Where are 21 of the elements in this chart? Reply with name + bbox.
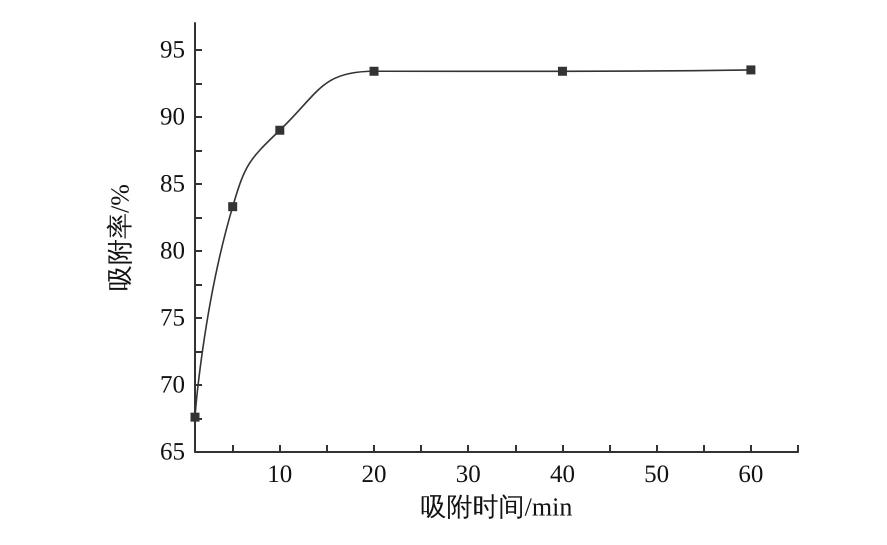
x-tick-label: 50	[644, 461, 670, 488]
point	[746, 65, 756, 74]
point	[275, 126, 284, 135]
y-tick-label: 90	[160, 103, 185, 130]
x-tick-label: 40	[550, 461, 575, 488]
x-axis-title: 吸附时间/min	[420, 492, 572, 522]
y-tick-label: 80	[160, 237, 185, 264]
point	[558, 66, 567, 76]
y-tick-label: 85	[160, 170, 185, 198]
y-tick-label: 70	[160, 371, 185, 398]
x-tick-label: 10	[267, 461, 292, 488]
x-tick-label: 20	[362, 461, 387, 488]
point	[370, 66, 379, 76]
point	[190, 412, 200, 422]
point	[228, 202, 238, 212]
y-axis-title: 吸附率/%	[106, 184, 134, 291]
y-tick-label: 65	[160, 438, 185, 466]
x-tick-label: 30	[456, 461, 481, 488]
y-tick-label: 75	[160, 304, 185, 332]
y-tick-label: 95	[160, 36, 185, 64]
x-tick-label: 60	[738, 461, 764, 488]
